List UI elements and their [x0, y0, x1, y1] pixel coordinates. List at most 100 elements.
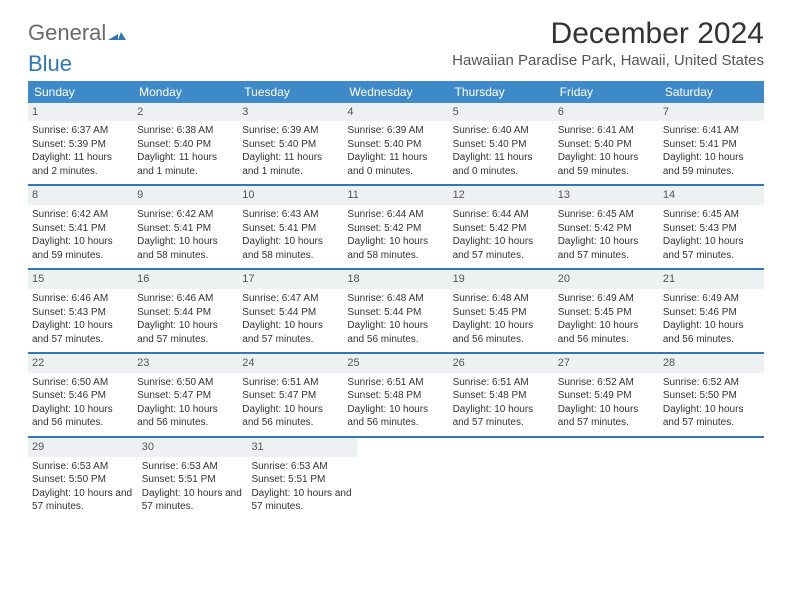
day-details: Sunrise: 6:49 AMSunset: 5:45 PMDaylight:…: [558, 292, 655, 346]
empty-day-cell: [357, 438, 459, 520]
day-cell: 31Sunrise: 6:53 AMSunset: 5:51 PMDayligh…: [247, 438, 357, 520]
day-cell: 18Sunrise: 6:48 AMSunset: 5:44 PMDayligh…: [343, 270, 448, 352]
day-number: 24: [238, 354, 343, 373]
day-cell: 6Sunrise: 6:41 AMSunset: 5:40 PMDaylight…: [554, 103, 659, 185]
daylight-line: Daylight: 10 hours and 59 minutes.: [558, 151, 655, 178]
day-number: 13: [554, 186, 659, 205]
daylight-line: Daylight: 11 hours and 1 minute.: [242, 151, 339, 178]
daylight-line: Daylight: 10 hours and 57 minutes.: [32, 487, 134, 514]
sunrise-line: Sunrise: 6:39 AM: [347, 124, 444, 138]
day-details: Sunrise: 6:41 AMSunset: 5:40 PMDaylight:…: [558, 124, 655, 178]
day-details: Sunrise: 6:48 AMSunset: 5:45 PMDaylight:…: [453, 292, 550, 346]
weeks-container: 1Sunrise: 6:37 AMSunset: 5:39 PMDaylight…: [28, 103, 764, 520]
sunrise-line: Sunrise: 6:50 AM: [32, 376, 129, 390]
sunrise-line: Sunrise: 6:43 AM: [242, 208, 339, 222]
day-cell: 4 Sunrise: 6:39 AMSunset: 5:40 PMDaylight…: [343, 103, 448, 185]
sunrise-line: Sunrise: 6:44 AM: [453, 208, 550, 222]
day-cell: 27Sunrise: 6:52 AMSunset: 5:49 PMDayligh…: [554, 354, 659, 436]
day-cell: 29 Sunrise: 6:53 AMSunset: 5:50 PMDayligh…: [28, 438, 138, 520]
sunrise-line: Sunrise: 6:50 AM: [137, 376, 234, 390]
week-row: 1Sunrise: 6:37 AMSunset: 5:39 PMDaylight…: [28, 103, 764, 187]
day-details: Sunrise: 6:52 AMSunset: 5:49 PMDaylight:…: [558, 376, 655, 430]
sunset-line: Sunset: 5:51 PM: [142, 473, 244, 487]
sunset-line: Sunset: 5:42 PM: [347, 222, 444, 236]
day-number: 10: [238, 186, 343, 205]
day-details: Sunrise: 6:53 AMSunset: 5:50 PMDaylight:…: [32, 460, 134, 514]
day-details: Sunrise: 6:44 AMSunset: 5:42 PMDaylight:…: [453, 208, 550, 262]
day-number: 7: [659, 103, 764, 122]
sunset-line: Sunset: 5:40 PM: [242, 138, 339, 152]
daylight-line: Daylight: 10 hours and 57 minutes.: [32, 319, 129, 346]
day-cell: 26Sunrise: 6:51 AMSunset: 5:48 PMDayligh…: [449, 354, 554, 436]
sunrise-line: Sunrise: 6:46 AM: [137, 292, 234, 306]
day-number: 15: [28, 270, 133, 289]
day-details: Sunrise: 6:43 AMSunset: 5:41 PMDaylight:…: [242, 208, 339, 262]
day-cell: 28Sunrise: 6:52 AMSunset: 5:50 PMDayligh…: [659, 354, 764, 436]
logo: General Blue: [28, 18, 126, 74]
day-cell: 16Sunrise: 6:46 AMSunset: 5:44 PMDayligh…: [133, 270, 238, 352]
daylight-line: Daylight: 10 hours and 57 minutes.: [137, 319, 234, 346]
sunrise-line: Sunrise: 6:51 AM: [347, 376, 444, 390]
sunrise-line: Sunrise: 6:40 AM: [453, 124, 550, 138]
daylight-line: Daylight: 11 hours and 0 minutes.: [453, 151, 550, 178]
daylight-line: Daylight: 10 hours and 56 minutes.: [242, 403, 339, 430]
weekday-header: Tuesday: [238, 81, 343, 103]
day-number: 23: [133, 354, 238, 373]
day-details: Sunrise: 6:53 AMSunset: 5:51 PMDaylight:…: [251, 460, 353, 514]
header: General Blue December 2024 Hawaiian Para…: [28, 18, 764, 79]
day-details: Sunrise: 6:40 AMSunset: 5:40 PMDaylight:…: [453, 124, 550, 178]
day-number: 4: [343, 103, 448, 122]
sunrise-line: Sunrise: 6:45 AM: [558, 208, 655, 222]
sunrise-line: Sunrise: 6:38 AM: [137, 124, 234, 138]
sunrise-line: Sunrise: 6:48 AM: [347, 292, 444, 306]
day-details: Sunrise: 6:42 AMSunset: 5:41 PMDaylight:…: [137, 208, 234, 262]
sunset-line: Sunset: 5:41 PM: [32, 222, 129, 236]
day-cell: 21Sunrise: 6:49 AMSunset: 5:46 PMDayligh…: [659, 270, 764, 352]
sunset-line: Sunset: 5:42 PM: [453, 222, 550, 236]
sunrise-line: Sunrise: 6:46 AM: [32, 292, 129, 306]
sunset-line: Sunset: 5:41 PM: [137, 222, 234, 236]
empty-day-cell: [459, 438, 561, 520]
day-details: Sunrise: 6:51 AMSunset: 5:48 PMDaylight:…: [453, 376, 550, 430]
sunset-line: Sunset: 5:43 PM: [663, 222, 760, 236]
daylight-line: Daylight: 10 hours and 58 minutes.: [137, 235, 234, 262]
sunset-line: Sunset: 5:45 PM: [558, 306, 655, 320]
empty-day-cell: [662, 438, 764, 520]
day-cell: 13Sunrise: 6:45 AMSunset: 5:42 PMDayligh…: [554, 186, 659, 268]
sunrise-line: Sunrise: 6:39 AM: [242, 124, 339, 138]
sunset-line: Sunset: 5:41 PM: [242, 222, 339, 236]
day-number: 19: [449, 270, 554, 289]
daylight-line: Daylight: 10 hours and 56 minutes.: [347, 319, 444, 346]
day-details: Sunrise: 6:51 AMSunset: 5:48 PMDaylight:…: [347, 376, 444, 430]
day-details: Sunrise: 6:44 AMSunset: 5:42 PMDaylight:…: [347, 208, 444, 262]
weekday-header: Wednesday: [343, 81, 448, 103]
day-number: 8: [28, 186, 133, 205]
day-details: Sunrise: 6:46 AMSunset: 5:44 PMDaylight:…: [137, 292, 234, 346]
sunset-line: Sunset: 5:43 PM: [32, 306, 129, 320]
day-number: 2: [133, 103, 238, 122]
sunrise-line: Sunrise: 6:49 AM: [558, 292, 655, 306]
sunset-line: Sunset: 5:39 PM: [32, 138, 129, 152]
day-cell: 23Sunrise: 6:50 AMSunset: 5:47 PMDayligh…: [133, 354, 238, 436]
day-details: Sunrise: 6:47 AMSunset: 5:44 PMDaylight:…: [242, 292, 339, 346]
sunset-line: Sunset: 5:49 PM: [558, 389, 655, 403]
sunrise-line: Sunrise: 6:52 AM: [558, 376, 655, 390]
sunset-line: Sunset: 5:42 PM: [558, 222, 655, 236]
day-number: 9: [133, 186, 238, 205]
sunrise-line: Sunrise: 6:47 AM: [242, 292, 339, 306]
day-cell: 1Sunrise: 6:37 AMSunset: 5:39 PMDaylight…: [28, 103, 133, 185]
day-number: 21: [659, 270, 764, 289]
day-details: Sunrise: 6:38 AMSunset: 5:40 PMDaylight:…: [137, 124, 234, 178]
day-cell: 25Sunrise: 6:51 AMSunset: 5:48 PMDayligh…: [343, 354, 448, 436]
day-cell: 5Sunrise: 6:40 AMSunset: 5:40 PMDaylight…: [449, 103, 554, 185]
weekday-header-row: SundayMondayTuesdayWednesdayThursdayFrid…: [28, 81, 764, 103]
daylight-line: Daylight: 10 hours and 59 minutes.: [663, 151, 760, 178]
weekday-header: Monday: [133, 81, 238, 103]
weekday-header: Thursday: [449, 81, 554, 103]
day-number: 29: [28, 438, 138, 457]
day-cell: 9 Sunrise: 6:42 AMSunset: 5:41 PMDaylight…: [133, 186, 238, 268]
day-details: Sunrise: 6:39 AMSunset: 5:40 PMDaylight:…: [347, 124, 444, 178]
sunset-line: Sunset: 5:48 PM: [453, 389, 550, 403]
empty-day-cell: [561, 438, 663, 520]
day-details: Sunrise: 6:45 AMSunset: 5:43 PMDaylight:…: [663, 208, 760, 262]
